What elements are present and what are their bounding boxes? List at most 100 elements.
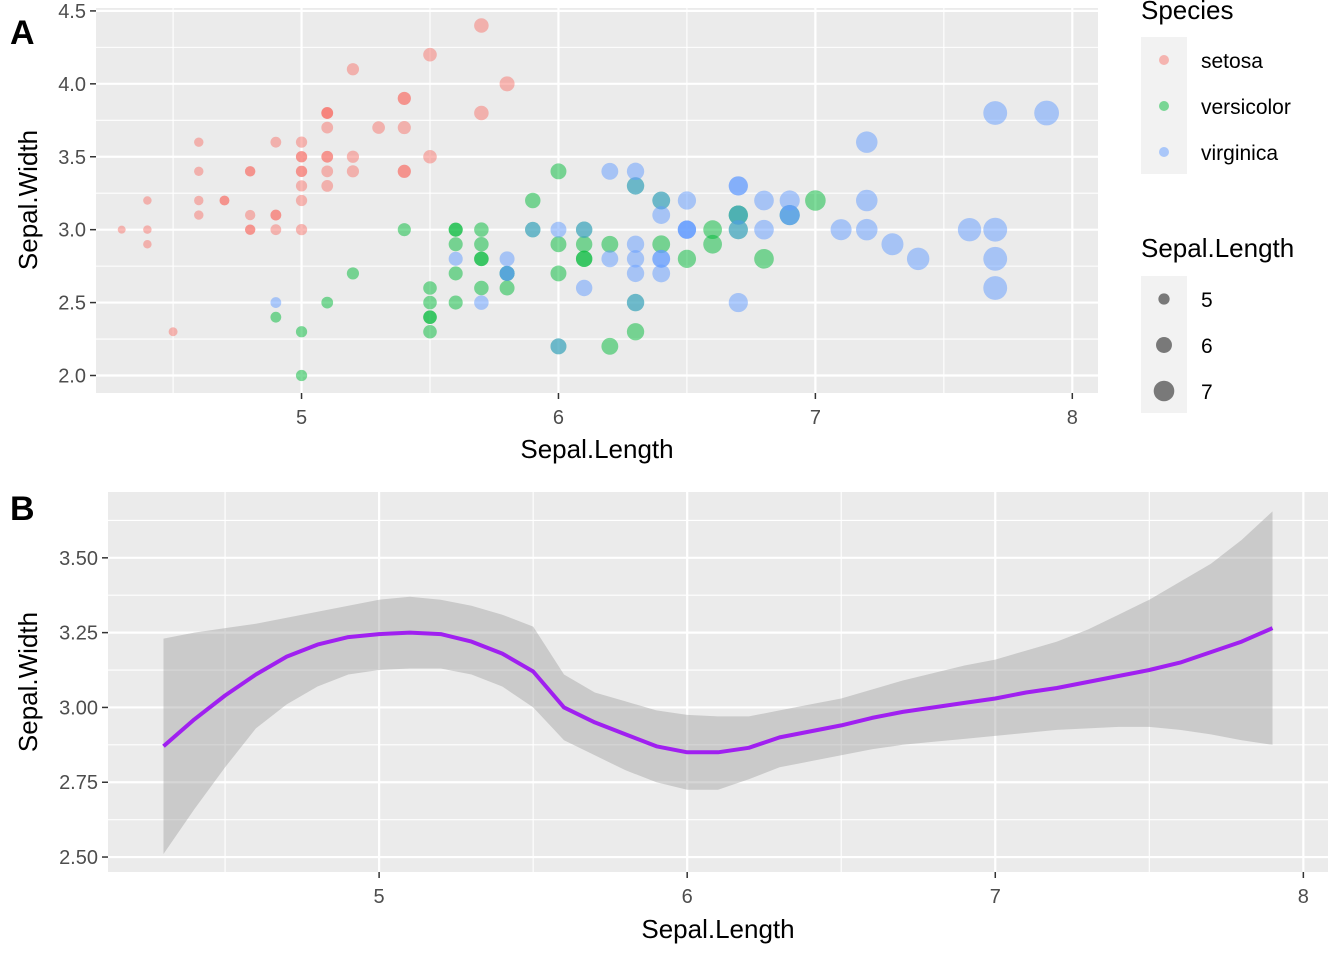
legend-key-virginica [1159, 147, 1169, 157]
panel-a-y-axis-title: Sepal.Width [13, 130, 43, 270]
point-versicolor [295, 369, 308, 382]
point-virginica [677, 191, 697, 210]
point-setosa [143, 196, 152, 205]
point-virginica [626, 264, 645, 283]
point-versicolor [703, 220, 722, 240]
point-setosa [321, 107, 334, 119]
panel-a: A 2.0 2.5 3.0 3.5 4.0 4.5 5 6 7 8 Sepal.Length S… [10, 1, 1098, 464]
panel-a-y-tick-label: 2.5 [58, 293, 86, 315]
point-versicolor [805, 190, 826, 211]
point-virginica [856, 189, 878, 212]
point-versicolor [550, 163, 567, 180]
point-versicolor [423, 324, 437, 339]
point-virginica [601, 162, 619, 180]
point-setosa [474, 18, 489, 33]
point-setosa [244, 224, 256, 235]
size-legend-label-6: 6 [1201, 335, 1213, 358]
point-virginica [550, 221, 567, 238]
point-virginica [754, 190, 774, 211]
point-versicolor [575, 236, 593, 253]
point-virginica [906, 247, 930, 271]
point-versicolor [397, 223, 411, 237]
point-setosa [346, 165, 360, 178]
point-setosa [270, 209, 282, 221]
size-legend-label-7: 7 [1201, 381, 1213, 404]
point-versicolor [423, 295, 437, 310]
point-setosa [143, 240, 152, 249]
point-versicolor [575, 250, 593, 268]
panel-b-tag: B [10, 490, 35, 528]
point-versicolor [626, 323, 645, 341]
point-virginica [575, 221, 593, 238]
point-versicolor [677, 249, 697, 268]
panel-b-background [108, 492, 1328, 872]
point-setosa [321, 165, 334, 178]
point-setosa [295, 165, 308, 177]
point-versicolor [474, 222, 489, 237]
size-legend-key-6 [1156, 337, 1172, 353]
point-setosa [295, 136, 308, 148]
panel-a-x-axis-title: Sepal.Length [520, 434, 673, 464]
point-virginica [652, 249, 671, 268]
size-legend-title: Sepal.Length [1141, 233, 1294, 263]
point-versicolor [474, 280, 489, 296]
point-setosa [270, 136, 282, 148]
point-virginica [575, 279, 593, 297]
legend-key-setosa [1159, 55, 1169, 65]
point-versicolor [448, 266, 463, 281]
panel-a-y-tick-label: 3.5 [58, 147, 86, 169]
point-versicolor [652, 235, 671, 254]
point-virginica [499, 251, 515, 267]
panel-b-y-axis-title: Sepal.Width [13, 612, 43, 752]
point-setosa [295, 194, 308, 207]
point-versicolor [525, 192, 541, 209]
panel-a-y-ticks: 2.0 2.5 3.0 3.5 4.0 4.5 [58, 1, 96, 388]
point-virginica [270, 297, 282, 308]
point-setosa [219, 195, 230, 206]
point-setosa [244, 166, 256, 177]
point-versicolor [499, 280, 515, 296]
species-legend-keys [1159, 55, 1169, 157]
legend-key-versicolor [1159, 101, 1169, 111]
panel-a-y-tick-label: 3.0 [58, 220, 86, 242]
point-virginica [779, 190, 800, 211]
point-versicolor [295, 326, 308, 338]
point-setosa [270, 224, 282, 236]
point-virginica [626, 177, 645, 195]
point-virginica [728, 176, 748, 196]
panel-b-grid [108, 492, 1328, 872]
panel-b-y-tick-label: 3.25 [59, 623, 98, 645]
point-virginica [652, 191, 671, 210]
legend-label-virginica: virginica [1201, 142, 1278, 165]
panel-b-x-ticks: 5 6 7 8 [374, 872, 1309, 908]
panel-a-y-tick-label: 4.0 [58, 74, 86, 96]
point-virginica [983, 246, 1008, 271]
panel-b-x-tick-label: 6 [682, 886, 693, 908]
point-setosa [194, 137, 204, 147]
size-legend-label-5: 5 [1201, 289, 1213, 312]
point-virginica [626, 162, 645, 180]
panel-a-y-tick-label: 2.0 [58, 366, 86, 388]
point-virginica [652, 206, 671, 224]
panel-b-x-tick-label: 7 [990, 886, 1001, 908]
panel-a-x-tick-label: 6 [553, 407, 564, 429]
panel-b-x-axis-title: Sepal.Length [641, 914, 794, 944]
point-setosa [143, 225, 152, 234]
point-setosa [372, 121, 385, 134]
point-setosa [346, 63, 360, 76]
point-versicolor [703, 234, 722, 254]
point-setosa [321, 180, 334, 192]
species-legend-labels: setosa versicolor virginica [1201, 50, 1291, 165]
point-setosa [397, 164, 411, 178]
point-versicolor [601, 337, 619, 355]
panel-b-y-tick-label: 2.75 [59, 772, 98, 794]
panel-b-y-ticks: 2.50 2.75 3.00 3.25 3.50 [59, 548, 108, 869]
panel-a-tag: A [10, 14, 35, 52]
point-versicolor [474, 236, 489, 252]
point-setosa [423, 47, 437, 62]
point-versicolor [448, 222, 463, 237]
point-virginica [754, 219, 774, 240]
point-virginica [677, 220, 697, 239]
point-setosa [474, 105, 489, 121]
